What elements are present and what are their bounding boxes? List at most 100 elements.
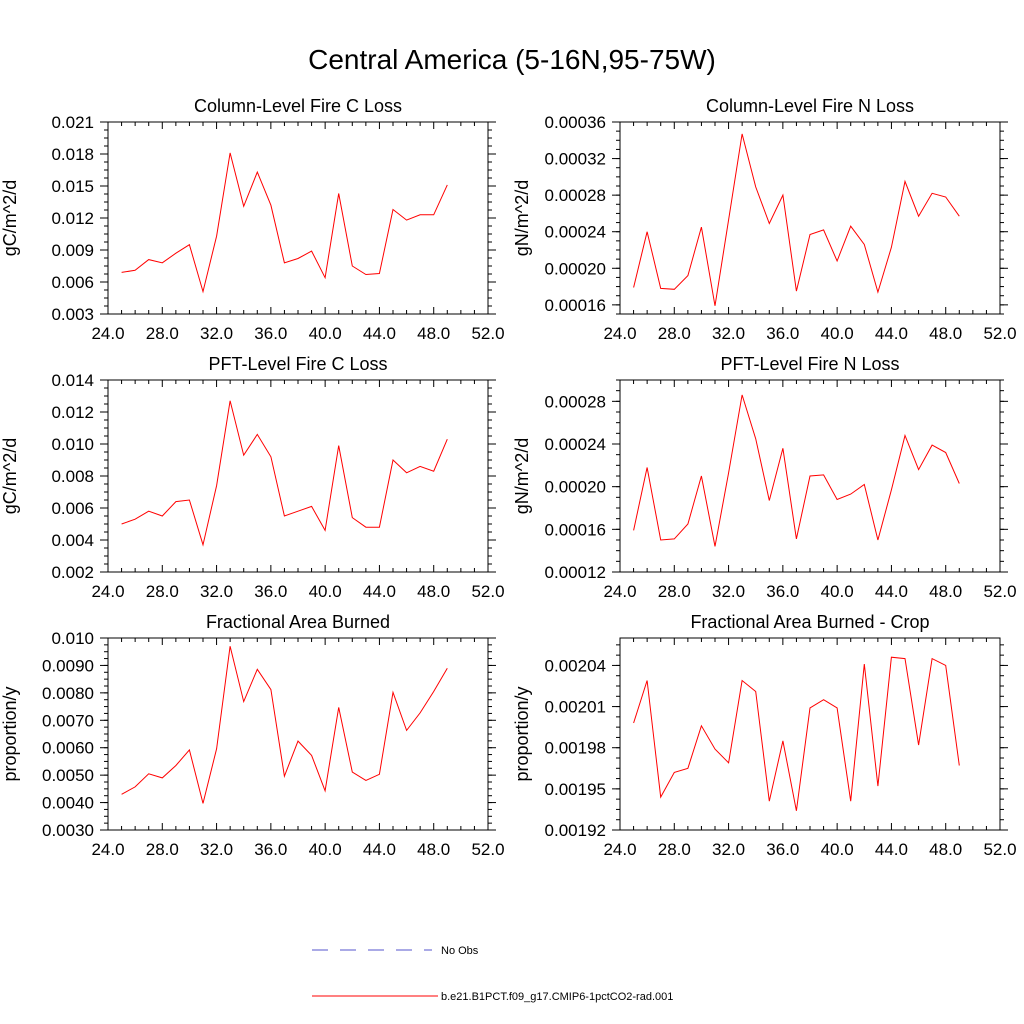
y-tick-label: 0.00016 [545,296,606,315]
x-tick-label: 28.0 [146,840,179,859]
y-tick-label: 0.00016 [545,520,606,539]
legend: No Obs b.e21.B1PCT.f09_g17.CMIP6-1pctCO2… [312,945,673,1003]
x-tick-label: 24.0 [91,582,124,601]
y-axis-label: proportion/y [512,686,532,781]
x-tick-label: 40.0 [821,840,854,859]
x-tick-label: 52.0 [471,840,504,859]
x-tick-label: 48.0 [929,582,962,601]
chart-panel-1: Column-Level Fire C Loss gC/m^2/d 24.0 28.0… [0,96,505,343]
x-tick-label: 28.0 [658,324,691,343]
x-tick-label: 24.0 [91,840,124,859]
y-tick-label: 0.015 [51,177,94,196]
y-tick-label: 0.009 [51,241,94,260]
y-tick-label: 0.006 [51,273,94,292]
panel-title: PFT-Level Fire N Loss [720,354,899,374]
x-tick-label: 44.0 [363,324,396,343]
y-tick-label: 0.004 [51,531,94,550]
x-tick-label: 32.0 [712,840,745,859]
y-tick-label: 0.0060 [42,739,94,758]
chart-panels: Column-Level Fire C Loss gC/m^2/d 24.0 28.0… [0,96,1017,859]
x-tick-label: 32.0 [712,582,745,601]
chart-panel-5: Fractional Area Burned proportion/y 24.0 28… [0,612,505,859]
y-tick-label: 0.00020 [545,478,606,497]
y-tick-label: 0.003 [51,305,94,324]
x-tick-label: 28.0 [146,582,179,601]
y-tick-label: 0.00028 [545,392,606,411]
x-tick-label: 32.0 [200,840,233,859]
x-tick-label: 36.0 [254,324,287,343]
y-tick-label: 0.0040 [42,794,94,813]
x-tick-label: 44.0 [875,840,908,859]
y-tick-label: 0.0080 [42,684,94,703]
x-tick-label: 44.0 [363,582,396,601]
chart-panel-3: PFT-Level Fire C Loss gC/m^2/d 24.0 28.0 32.… [0,354,505,601]
x-tick-label: 40.0 [309,582,342,601]
plot-frame [619,637,1001,831]
chart-panel-4: PFT-Level Fire N Loss gN/m^2/d 24.0 28.0 32.… [512,354,1017,601]
x-tick-label: 40.0 [821,582,854,601]
plot-frame [619,121,1001,315]
chart-panel-6: Fractional Area Burned - Crop proportion/… [512,612,1017,859]
series-line [633,133,960,306]
legend-obs-label: No Obs [441,945,479,957]
y-tick-label: 0.00032 [545,150,606,169]
y-tick-label: 0.018 [51,145,94,164]
x-tick-label: 36.0 [254,582,287,601]
y-tick-label: 0.00028 [545,186,606,205]
main-title: Central America (5-16N,95-75W) [308,44,716,75]
series-line [633,656,960,811]
panel-title: Column-Level Fire N Loss [706,96,914,116]
x-tick-label: 32.0 [200,582,233,601]
x-tick-label: 36.0 [766,840,799,859]
plot-frame [107,379,489,573]
y-tick-label: 0.0090 [42,656,94,675]
panel-title: Fractional Area Burned [206,612,390,632]
y-tick-label: 0.00201 [545,698,606,717]
x-tick-label: 44.0 [875,324,908,343]
x-tick-label: 24.0 [603,582,636,601]
x-tick-label: 48.0 [417,582,450,601]
x-tick-label: 48.0 [929,324,962,343]
y-tick-label: 0.010 [51,435,94,454]
y-tick-label: 0.012 [51,209,94,228]
y-axis-label: gC/m^2/d [0,438,20,514]
x-tick-label: 36.0 [766,582,799,601]
plot-frame [107,637,489,831]
y-tick-label: 0.00198 [545,739,606,758]
plot-frame [107,121,489,315]
x-tick-label: 44.0 [875,582,908,601]
x-tick-label: 36.0 [254,840,287,859]
series-line [121,400,448,547]
y-tick-label: 0.010 [51,629,94,648]
y-tick-label: 0.00024 [545,435,606,454]
panel-title: Column-Level Fire C Loss [194,96,402,116]
x-tick-label: 52.0 [983,582,1016,601]
y-tick-label: 0.014 [51,371,94,390]
y-tick-label: 0.00195 [545,780,606,799]
y-tick-label: 0.00036 [545,113,606,132]
x-tick-label: 44.0 [363,840,396,859]
x-tick-label: 48.0 [417,324,450,343]
y-tick-label: 0.00192 [545,821,606,840]
y-axis-label: gN/m^2/d [512,180,532,256]
series-line [633,394,960,547]
series-line [121,152,448,294]
x-tick-label: 24.0 [91,324,124,343]
x-tick-label: 32.0 [712,324,745,343]
y-tick-label: 0.00024 [545,223,606,242]
x-tick-label: 48.0 [929,840,962,859]
x-tick-label: 52.0 [983,324,1016,343]
y-tick-label: 0.002 [51,563,94,582]
x-tick-label: 40.0 [309,840,342,859]
x-tick-label: 36.0 [766,324,799,343]
y-tick-label: 0.008 [51,467,94,486]
x-tick-label: 32.0 [200,324,233,343]
y-axis-label: gC/m^2/d [0,180,20,256]
legend-model-label: b.e21.B1PCT.f09_g17.CMIP6-1pctCO2-rad.00… [441,991,673,1003]
y-tick-label: 0.00012 [545,563,606,582]
panel-title: Fractional Area Burned - Crop [690,612,929,632]
series-line [121,646,448,804]
y-axis-label: gN/m^2/d [512,438,532,514]
y-tick-label: 0.00020 [545,259,606,278]
